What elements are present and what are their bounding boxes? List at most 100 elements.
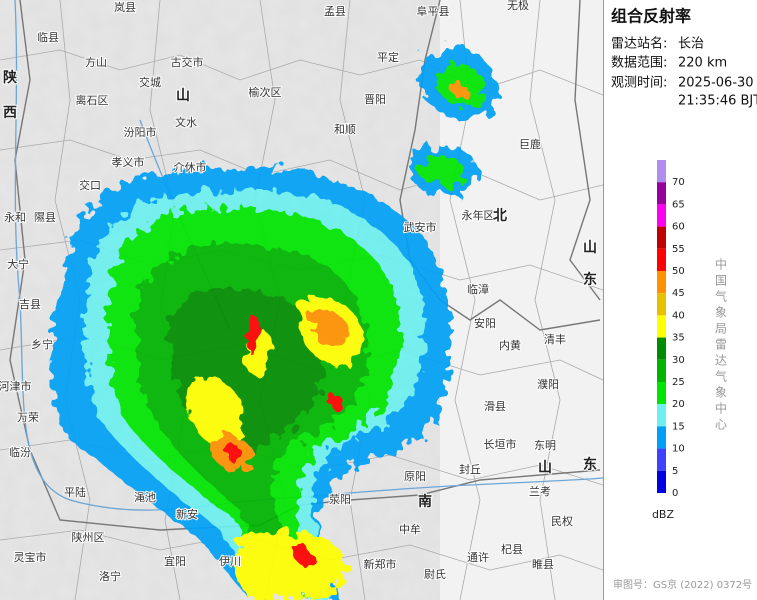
place-label: 渑池	[134, 491, 156, 504]
place-label: 山	[538, 460, 552, 476]
place-label: 交口	[79, 178, 101, 192]
colorbar-block	[657, 404, 666, 427]
date: 2025-06-30	[678, 76, 754, 91]
place-label: 和顺	[334, 123, 356, 136]
place-label: 北	[493, 208, 507, 224]
colorbar-block	[657, 448, 666, 471]
place-label: 永和	[4, 210, 26, 224]
place-label: 睢县	[532, 558, 554, 571]
place-label: 岚县	[114, 1, 136, 14]
place-label: 安阳	[474, 316, 496, 330]
place-label: 孟县	[324, 5, 346, 18]
place-label: 武安市	[404, 220, 437, 234]
time: 21:35:46 BJT	[678, 94, 757, 109]
colorbar-label: 15	[672, 421, 685, 432]
panel-title: 组合反射率	[611, 7, 691, 26]
colorbar-label: 10	[672, 444, 685, 455]
place-label: 陕州区	[72, 530, 105, 544]
colorbar-block	[657, 359, 666, 382]
colorbar-block	[657, 470, 666, 493]
colorbar-block	[657, 226, 666, 249]
colorbar-label: 60	[672, 222, 685, 233]
place-label: 宜阳	[164, 554, 186, 568]
place-label: 万荣	[17, 411, 39, 424]
colorbar-block	[657, 337, 666, 360]
place-label: 中牟	[399, 522, 421, 536]
time-label: 观测时间:	[611, 76, 667, 91]
radar-echo	[51, 46, 499, 600]
station: 长治	[678, 37, 704, 52]
place-label: 榆次区	[249, 85, 282, 99]
station-label: 雷达站名:	[611, 36, 667, 52]
colorbar-label: 55	[672, 244, 685, 255]
place-label: 临汾	[9, 445, 31, 459]
place-label: 东	[583, 456, 597, 473]
place-label: 通许	[467, 551, 489, 564]
place-label: 文水	[175, 115, 197, 129]
place-label: 吉县	[19, 298, 41, 311]
place-label: 大宁	[7, 257, 29, 271]
place-label: 交城	[139, 75, 161, 89]
place-label: 无极	[507, 0, 529, 12]
colorbar-block	[657, 293, 666, 316]
place-label: 乡宁	[31, 337, 53, 351]
colorbar-block	[657, 315, 666, 338]
place-label: 濮阳	[537, 377, 559, 391]
place-label: 西	[3, 105, 17, 121]
colorbar-label: 35	[672, 333, 685, 344]
place-label: 晋阳	[364, 93, 386, 106]
colorbar-block	[657, 248, 666, 271]
legend-note: 中国气象局雷达气象中心	[714, 257, 728, 434]
colorbar-label: 20	[672, 399, 685, 410]
place-label: 滑县	[484, 400, 506, 413]
colorbar-block	[657, 204, 666, 227]
place-label: 伊川	[219, 555, 241, 568]
colorbar-label: 40	[672, 310, 685, 321]
colorbar-label: 0	[672, 488, 678, 499]
place-label: 封丘	[459, 462, 481, 476]
place-label: 杞县	[501, 542, 523, 556]
colorbar-block	[657, 160, 666, 183]
colorbar-label: 50	[672, 266, 685, 277]
place-label: 山	[583, 240, 597, 256]
place-label: 古交市	[171, 55, 204, 69]
place-label: 汾阳市	[124, 125, 157, 139]
place-label: 平定	[377, 50, 399, 64]
colorbar-block	[657, 271, 666, 294]
place-label: 新安	[176, 507, 198, 521]
place-label: 长垣市	[484, 437, 517, 451]
colorbar-block	[657, 382, 666, 405]
place-label: 隰县	[34, 211, 56, 224]
place-label: 巨鹿	[519, 137, 541, 151]
colorbar-label: 5	[672, 466, 678, 477]
place-label: 河津市	[0, 379, 32, 393]
place-label: 山	[176, 88, 190, 104]
approval: 审图号：GS京 (2022) 0372号	[613, 578, 752, 591]
place-label: 阜平县	[417, 5, 450, 18]
place-label: 东明	[534, 439, 556, 452]
place-label: 原阳	[404, 470, 426, 483]
colorbar-label: 30	[672, 355, 685, 366]
place-label: 内黄	[499, 338, 521, 352]
place-label: 临漳	[467, 282, 489, 296]
colorbar-block	[657, 182, 666, 205]
place-label: 介休市	[174, 160, 207, 174]
place-label: 永年区	[462, 208, 495, 222]
place-label: 兰考	[529, 485, 551, 498]
colorbar-block	[657, 426, 666, 449]
colorbar-label: 45	[672, 288, 685, 299]
place-label: 新郑市	[364, 557, 397, 571]
range-label: 数据范围:	[611, 56, 667, 71]
place-label: 平陆	[64, 485, 86, 499]
colorbar-label: 70	[672, 177, 685, 188]
info-panel: 组合反射率 雷达站名: 长治 数据范围: 220 km 观测时间: 2025-0…	[611, 7, 757, 109]
range: 220 km	[678, 56, 727, 71]
colorbar-label: 65	[672, 199, 685, 210]
place-label: 民权	[551, 515, 573, 528]
place-label: 东	[583, 271, 597, 288]
place-label: 临县	[37, 30, 59, 44]
